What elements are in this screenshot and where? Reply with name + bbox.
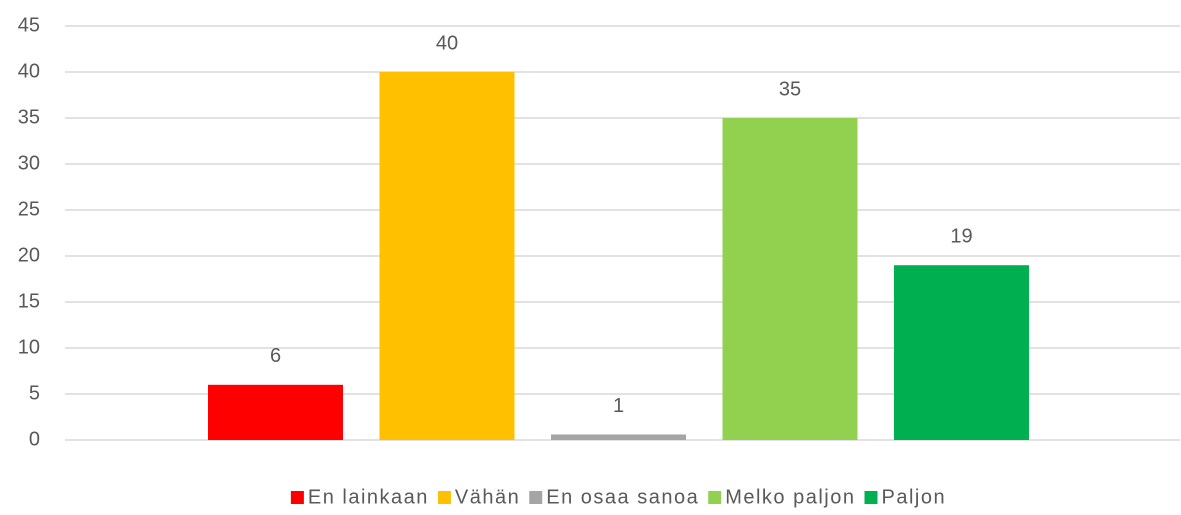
legend-swatch — [529, 491, 543, 504]
data-label: 40 — [436, 32, 458, 54]
legend-text: Melko paljon — [725, 486, 855, 508]
legend-swatch — [437, 491, 451, 504]
legend-swatch — [290, 491, 304, 504]
legend-swatch — [708, 491, 722, 504]
legend-text: En osaa sanoa — [546, 486, 699, 508]
y-tick-label: 40 — [18, 60, 40, 82]
y-tick-label: 0 — [29, 428, 40, 450]
y-tick-label: 20 — [18, 244, 40, 266]
y-tick-label: 25 — [18, 198, 40, 220]
y-tick-label: 45 — [18, 14, 40, 36]
y-tick-label: 10 — [18, 336, 40, 358]
legend-text: En lainkaan — [308, 486, 429, 508]
data-label: 19 — [950, 225, 972, 247]
data-label: 1 — [613, 395, 624, 417]
legend-text: Vähän — [455, 486, 520, 508]
y-tick-label: 35 — [18, 106, 40, 128]
bar — [551, 434, 686, 440]
y-tick-label: 15 — [18, 290, 40, 312]
y-tick-label: 5 — [29, 382, 40, 404]
bar — [722, 118, 858, 440]
data-label: 6 — [270, 345, 281, 367]
bar — [379, 72, 515, 440]
legend-swatch — [864, 491, 878, 504]
bar — [894, 265, 1029, 440]
bar — [208, 384, 343, 440]
legend-text: Paljon — [882, 486, 947, 508]
y-tick-label: 30 — [18, 152, 40, 174]
data-label: 35 — [779, 78, 801, 100]
